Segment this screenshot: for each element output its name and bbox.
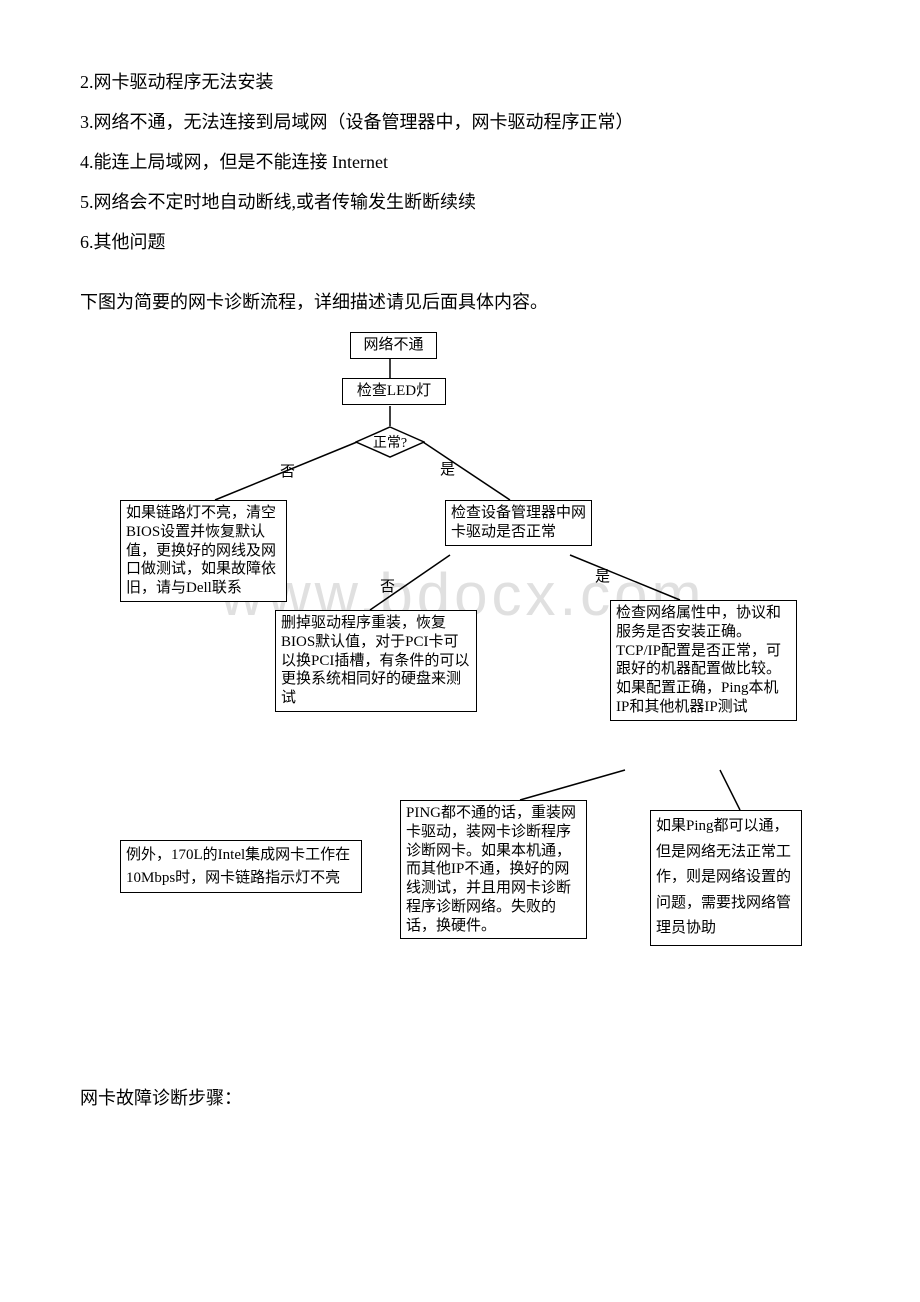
footer-heading: 网卡故障诊断步骤： xyxy=(80,1080,840,1116)
flow-left-box: 如果链路灯不亮，清空BIOS设置并恢复默认值，更换好的网线及网口做测试，如果故障… xyxy=(120,500,287,602)
label-yes: 是 xyxy=(440,458,455,479)
intro-paragraph: 下图为简要的网卡诊断流程，详细描述请见后面具体内容。 xyxy=(80,284,840,320)
list-item: 4.能连上局域网，但是不能连接 Internet xyxy=(80,144,840,180)
list-item: 3.网络不通，无法连接到局域网（设备管理器中，网卡驱动程序正常） xyxy=(80,104,840,140)
problem-list: 2.网卡驱动程序无法安装 3.网络不通，无法连接到局域网（设备管理器中，网卡驱动… xyxy=(80,64,840,260)
flow-ping-fail: PING都不通的话，重装网卡驱动，装网卡诊断程序诊断网卡。如果本机通，而其他IP… xyxy=(400,800,587,939)
flow-start: 网络不通 xyxy=(350,332,437,359)
list-item: 6.其他问题 xyxy=(80,224,840,260)
flow-decision: 正常? xyxy=(355,426,425,456)
flow-reinstall: 删掉驱动程序重装，恢复BIOS默认值，对于PCI卡可以换PCI插槽，有条件的可以… xyxy=(275,610,477,712)
list-item: 2.网卡驱动程序无法安装 xyxy=(80,64,840,100)
flow-check-driver: 检查设备管理器中网卡驱动是否正常 xyxy=(445,500,592,546)
label-no-2: 否 xyxy=(380,575,395,596)
label-yes-2: 是 xyxy=(595,565,610,586)
flowchart: www.bdocx.com 网络不通 检查LED灯 正常? 否 是 如果链路灯不… xyxy=(120,330,800,1050)
flow-check-network: 检查网络属性中，协议和服务是否安装正确。TCP/IP配置是否正常，可跟好的机器配… xyxy=(610,600,797,721)
list-item: 5.网络会不定时地自动断线,或者传输发生断断续续 xyxy=(80,184,840,220)
label-no: 否 xyxy=(280,460,295,481)
flow-ping-ok: 如果Ping都可以通，但是网络无法正常工作，则是网络设置的问题，需要找网络管理员… xyxy=(650,810,802,946)
flow-exception: 例外，170L的Intel集成网卡工作在10Mbps时，网卡链路指示灯不亮 xyxy=(120,840,362,893)
flow-check-led: 检查LED灯 xyxy=(342,378,446,405)
